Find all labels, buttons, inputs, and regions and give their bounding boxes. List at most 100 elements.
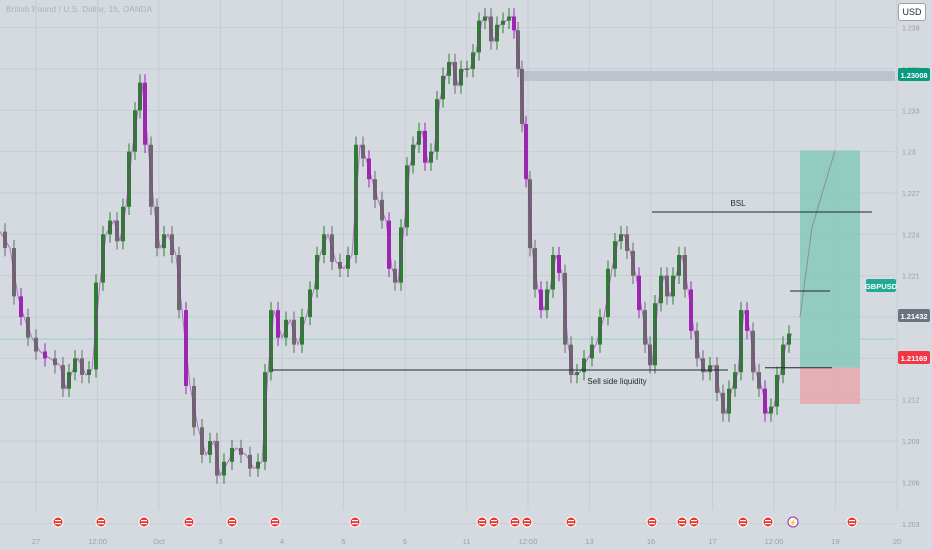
flag-stripe [691, 520, 697, 522]
bolt-icon[interactable] [787, 516, 799, 528]
stop-loss-zone [800, 367, 860, 405]
us-flag-icon[interactable] [95, 516, 107, 528]
x-tick-label: 27 [32, 537, 40, 546]
flag-stripe [272, 520, 278, 522]
flag-stripe [98, 523, 104, 525]
x-tick-label: 5 [341, 537, 345, 546]
x-tick-label: 13 [585, 537, 593, 546]
flag-stripe [649, 520, 655, 522]
flag-stripe [524, 520, 530, 522]
y-tick-label: 1.209 [902, 439, 920, 446]
y-tick-label: 1.23 [902, 150, 916, 157]
y-tick-label: 1.227 [902, 191, 920, 198]
x-tick-label: 12:00 [519, 537, 538, 546]
x-tick-label: 16 [647, 537, 655, 546]
us-flag-icon[interactable] [846, 516, 858, 528]
resistance-zone [520, 71, 895, 81]
price-badge-label: 1.21169 [901, 354, 928, 363]
projection-path [799, 150, 836, 318]
us-flag-icon[interactable] [762, 516, 774, 528]
flag-stripe [765, 520, 771, 522]
x-tick-label: 12:00 [88, 537, 107, 546]
y-tick-label: 1.203 [902, 522, 920, 529]
flag-stripe [512, 520, 518, 522]
flag-stripe [649, 523, 655, 525]
us-flag-icon[interactable] [521, 516, 533, 528]
us-flag-icon[interactable] [183, 516, 195, 528]
flag-stripe [352, 520, 358, 522]
bsl-label: BSL [730, 199, 746, 208]
price-badge [898, 351, 930, 364]
y-tick-label: 1.224 [902, 232, 920, 239]
price-badge [898, 309, 930, 322]
flag-stripe [679, 520, 685, 522]
flag-stripe [141, 523, 147, 525]
flag-stripe [491, 523, 497, 525]
flag-stripe [765, 523, 771, 525]
flag-stripe [229, 520, 235, 522]
us-flag-icon[interactable] [646, 516, 658, 528]
price-badge-label: GBPUSD [865, 282, 898, 291]
flag-stripe [491, 520, 497, 522]
currency-button[interactable]: USD [898, 3, 926, 21]
flag-stripe [55, 520, 61, 522]
price-badge-label: 1.21432 [900, 312, 927, 321]
take-profit-zone [800, 150, 860, 368]
us-flag-icon[interactable] [52, 516, 64, 528]
x-tick-label: 3 [218, 537, 222, 546]
flag-stripe [740, 520, 746, 522]
flag-stripe [186, 523, 192, 525]
us-flag-icon[interactable] [509, 516, 521, 528]
us-flag-icon[interactable] [349, 516, 361, 528]
x-tick-label: 11 [463, 537, 471, 546]
bolt-glyph: ⚡ [789, 518, 798, 527]
flag-stripe [679, 523, 685, 525]
flag-stripe [524, 523, 530, 525]
x-tick-label: 12:00 [765, 537, 784, 546]
flag-stripe [55, 523, 61, 525]
us-flag-icon[interactable] [676, 516, 688, 528]
us-flag-icon[interactable] [476, 516, 488, 528]
flag-stripe [691, 523, 697, 525]
us-flag-icon[interactable] [565, 516, 577, 528]
x-tick-label: 20 [893, 537, 901, 546]
x-tick-label: 4 [280, 537, 284, 546]
flag-stripe [849, 520, 855, 522]
us-flag-icon[interactable] [269, 516, 281, 528]
y-tick-label: 1.233 [902, 108, 920, 115]
flag-stripe [229, 523, 235, 525]
us-flag-icon[interactable] [138, 516, 150, 528]
price-badge [898, 68, 930, 81]
flag-stripe [568, 520, 574, 522]
price-badge [866, 279, 896, 292]
flag-stripe [512, 523, 518, 525]
flag-stripe [740, 523, 746, 525]
flag-stripe [141, 520, 147, 522]
price-badge-label: 1.23008 [900, 71, 927, 80]
x-tick-label: 19 [831, 537, 839, 546]
y-tick-label: 1.212 [902, 398, 920, 405]
us-flag-icon[interactable] [488, 516, 500, 528]
x-tick-label: 6 [403, 537, 407, 546]
flag-stripe [352, 523, 358, 525]
ssl-label: Sell side liquidity [587, 377, 646, 386]
x-tick-label: 17 [708, 537, 716, 546]
flag-stripe [479, 520, 485, 522]
flag-stripe [272, 523, 278, 525]
us-flag-icon[interactable] [226, 516, 238, 528]
us-flag-icon[interactable] [737, 516, 749, 528]
flag-stripe [849, 523, 855, 525]
flag-stripe [479, 523, 485, 525]
x-tick-label: Oct [153, 537, 166, 546]
flag-stripe [186, 520, 192, 522]
y-tick-label: 1.206 [902, 480, 920, 487]
us-flag-icon[interactable] [688, 516, 700, 528]
symbol-title: British Pound / U.S. Dollar, 1h, OANDA [6, 5, 153, 14]
y-tick-label: 1.239 [902, 26, 920, 33]
flag-stripe [98, 520, 104, 522]
flag-stripe [568, 523, 574, 525]
y-tick-label: 1.221 [902, 274, 920, 281]
price-path-line [0, 15, 793, 477]
